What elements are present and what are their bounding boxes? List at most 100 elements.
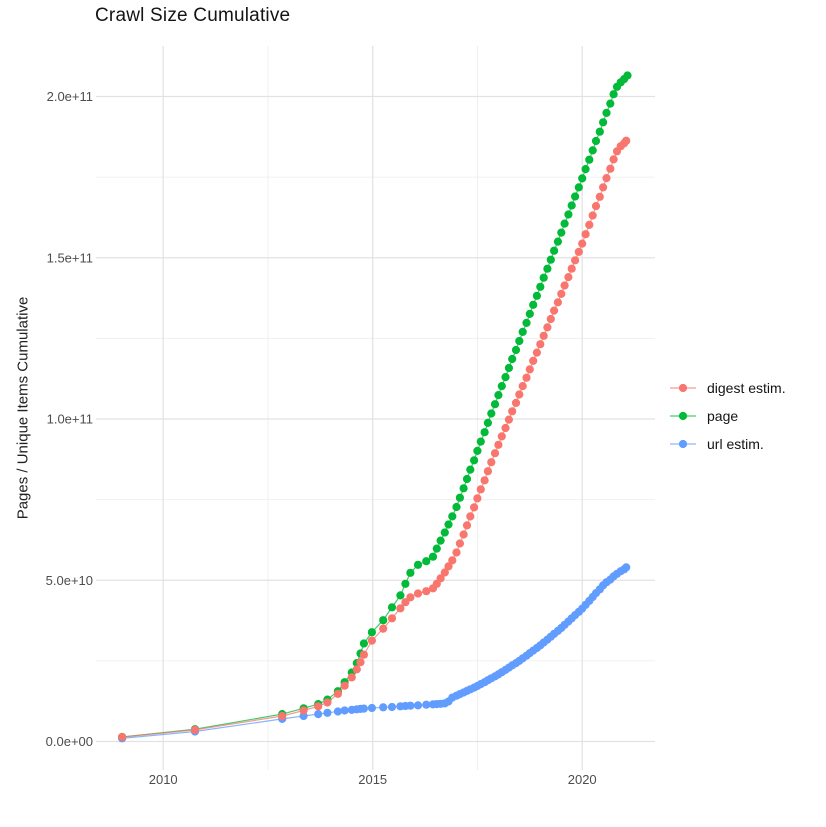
data-point: [574, 183, 583, 192]
data-point: [476, 485, 485, 494]
data-point: [396, 604, 405, 613]
data-point: [578, 239, 587, 248]
data-point: [480, 428, 489, 437]
data-point: [379, 703, 388, 712]
legend-item-url-estim: url estim.: [668, 433, 786, 454]
data-point: [401, 579, 410, 588]
y-tick-label: 1.5e+11: [47, 250, 93, 265]
data-point: [518, 382, 527, 391]
data-point: [314, 710, 323, 719]
data-point: [494, 391, 503, 400]
data-point: [432, 544, 441, 553]
x-tick-label: 2010: [149, 772, 178, 787]
legend-item-label: page: [707, 407, 739, 424]
data-point: [466, 512, 475, 521]
data-point: [494, 440, 503, 449]
data-point: [462, 521, 472, 530]
data-point: [588, 146, 597, 155]
data-point: [422, 587, 431, 596]
data-point: [367, 636, 376, 645]
y-tick-label: 5.0e+10: [46, 573, 93, 588]
data-point: [440, 528, 449, 537]
data-point: [470, 503, 479, 512]
data-point: [323, 708, 332, 717]
data-point: [444, 520, 453, 529]
data-point: [623, 71, 632, 80]
data-point: [585, 220, 594, 229]
data-point: [522, 373, 531, 382]
data-point: [406, 568, 415, 577]
data-point: [367, 628, 376, 637]
legend-key-icon: [670, 383, 696, 392]
data-point: [581, 230, 590, 239]
data-point: [578, 174, 587, 183]
data-point: [529, 356, 538, 365]
data-point: [490, 400, 500, 409]
data-point: [622, 563, 631, 572]
data-point: [487, 409, 496, 418]
data-point: [591, 136, 601, 146]
data-point: [352, 665, 361, 674]
data-point: [511, 398, 521, 407]
data-point: [448, 512, 457, 521]
data-point: [546, 314, 555, 324]
legend-item-digest-estim: digest estim.: [668, 377, 786, 398]
data-point: [525, 309, 534, 318]
data-point: [595, 192, 604, 201]
data-point: [340, 681, 349, 690]
data-point: [532, 348, 542, 357]
data-point: [588, 211, 597, 220]
data-point: [606, 164, 615, 173]
data-point: [387, 702, 397, 712]
data-point: [543, 264, 552, 273]
data-point: [323, 698, 332, 707]
y-axis-title: Pages / Unique Items Cumulative: [14, 296, 32, 520]
data-point: [452, 502, 461, 512]
data-point: [550, 246, 559, 255]
data-point: [553, 237, 563, 246]
data-point: [422, 557, 431, 566]
series-line-url-estim: [122, 566, 627, 739]
data-point: [413, 701, 423, 710]
data-point: [536, 340, 545, 349]
data-point: [511, 345, 521, 355]
chart-title: Crawl Size Cumulative: [95, 5, 291, 26]
y-tick-label: 1.0e+11: [47, 412, 93, 427]
data-point: [515, 336, 524, 346]
data-point: [571, 256, 580, 265]
data-point: [497, 432, 506, 441]
data-point: [602, 174, 611, 183]
data-point: [444, 562, 453, 571]
data-point: [379, 624, 388, 633]
axis-tick-labels: 0.0e+00 5.0e+10 1.0e+11 1.5e+11 2.0e+11 2010 2…: [46, 89, 597, 787]
data-point: [387, 603, 397, 612]
y-tick-label: 0.0e+00: [46, 734, 93, 749]
y-tick-label: 2.0e+11: [47, 89, 93, 104]
data-point: [459, 530, 468, 539]
series-line-page: [122, 75, 628, 738]
data-point: [560, 281, 569, 290]
data-point: [480, 476, 489, 485]
x-tick-label: 2020: [568, 772, 597, 787]
data-point: [497, 382, 506, 391]
data-point: [522, 318, 531, 327]
data-point: [278, 711, 287, 721]
legend-item-label: digest estim.: [707, 379, 786, 396]
data-point: [314, 702, 323, 711]
data-point: [466, 465, 475, 474]
data-point: [501, 423, 510, 433]
data-point: [483, 418, 492, 427]
legend-item-page: page: [668, 405, 786, 426]
data-point: [571, 192, 580, 201]
data-point: [359, 650, 368, 659]
data-point: [459, 484, 468, 493]
data-point: [473, 494, 482, 503]
data-point: [299, 706, 308, 715]
data-point: [333, 689, 342, 698]
data-point: [440, 568, 449, 577]
data-point: [595, 127, 604, 136]
series-line-digest-estim: [122, 140, 627, 738]
data-point: [504, 415, 513, 424]
series-url-estim: [118, 563, 631, 743]
